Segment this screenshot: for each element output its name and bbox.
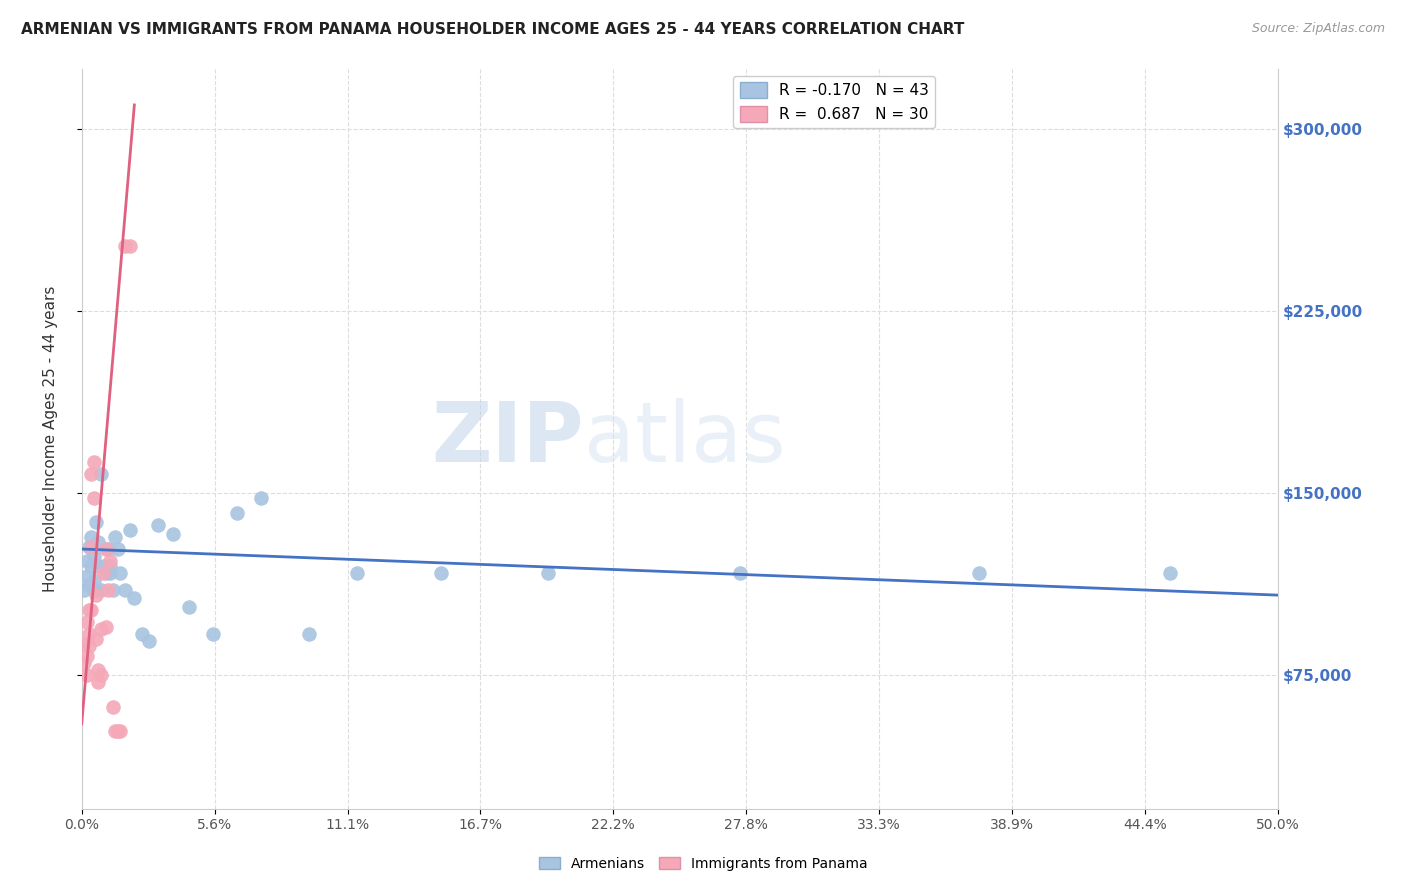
Point: [250, 491, 273, 505]
Point: [298, 627, 321, 641]
Point: [97, 541, 120, 556]
Point: [87, 559, 110, 574]
Point: [118, 238, 141, 252]
Point: [162, 527, 184, 541]
Point: [73, 637, 96, 651]
Y-axis label: Householder Income Ages 25 - 44 years: Householder Income Ages 25 - 44 years: [44, 285, 58, 591]
Point: [138, 634, 160, 648]
Point: [94, 541, 117, 556]
Point: [100, 566, 122, 581]
Point: [87, 664, 110, 678]
Point: [107, 541, 129, 556]
Point: [73, 583, 96, 598]
Point: [108, 566, 131, 581]
Point: [77, 603, 100, 617]
Point: [87, 675, 110, 690]
Point: [429, 566, 451, 581]
Point: [77, 627, 100, 641]
Point: [100, 559, 122, 574]
Point: [90, 583, 112, 598]
Point: [73, 656, 96, 670]
Point: [131, 627, 153, 641]
Point: [91, 559, 114, 574]
Point: [346, 566, 368, 581]
Point: [77, 578, 100, 592]
Text: Source: ZipAtlas.com: Source: ZipAtlas.com: [1251, 22, 1385, 36]
Point: [84, 516, 107, 530]
Point: [80, 530, 103, 544]
Text: ARMENIAN VS IMMIGRANTS FROM PANAMA HOUSEHOLDER INCOME AGES 25 - 44 YEARS CORRELA: ARMENIAN VS IMMIGRANTS FROM PANAMA HOUSE…: [21, 22, 965, 37]
Point: [537, 566, 560, 581]
Point: [114, 583, 136, 598]
Text: ZIP: ZIP: [432, 398, 583, 479]
Point: [124, 591, 146, 605]
Point: [104, 530, 127, 544]
Point: [83, 583, 105, 598]
Point: [100, 554, 122, 568]
Point: [76, 568, 98, 582]
Point: [1159, 566, 1181, 581]
Point: [80, 559, 103, 574]
Point: [118, 523, 141, 537]
Point: [226, 506, 249, 520]
Point: [94, 620, 117, 634]
Point: [87, 534, 110, 549]
Point: [76, 615, 98, 629]
Point: [77, 540, 100, 554]
Point: [84, 588, 107, 602]
Point: [76, 668, 98, 682]
Point: [84, 632, 107, 646]
Point: [101, 699, 124, 714]
Point: [84, 583, 107, 598]
Point: [77, 639, 100, 653]
Legend: R = -0.170   N = 43, R =  0.687   N = 30: R = -0.170 N = 43, R = 0.687 N = 30: [734, 76, 935, 128]
Point: [967, 566, 990, 581]
Point: [83, 549, 105, 564]
Point: [107, 724, 129, 739]
Point: [90, 668, 112, 682]
Point: [90, 622, 112, 636]
Point: [94, 566, 117, 581]
Point: [148, 517, 170, 532]
Point: [101, 583, 124, 598]
Point: [76, 554, 98, 568]
Point: [97, 583, 120, 598]
Point: [179, 600, 201, 615]
Point: [90, 467, 112, 481]
Point: [80, 467, 103, 481]
Point: [76, 648, 98, 663]
Point: [91, 566, 114, 581]
Point: [83, 455, 105, 469]
Point: [114, 238, 136, 252]
Point: [728, 566, 751, 581]
Text: atlas: atlas: [583, 398, 786, 479]
Point: [108, 724, 131, 739]
Point: [104, 724, 127, 739]
Point: [80, 603, 103, 617]
Point: [83, 491, 105, 505]
Point: [202, 627, 225, 641]
Point: [80, 540, 103, 554]
Legend: Armenians, Immigrants from Panama: Armenians, Immigrants from Panama: [533, 851, 873, 876]
Point: [83, 574, 105, 588]
